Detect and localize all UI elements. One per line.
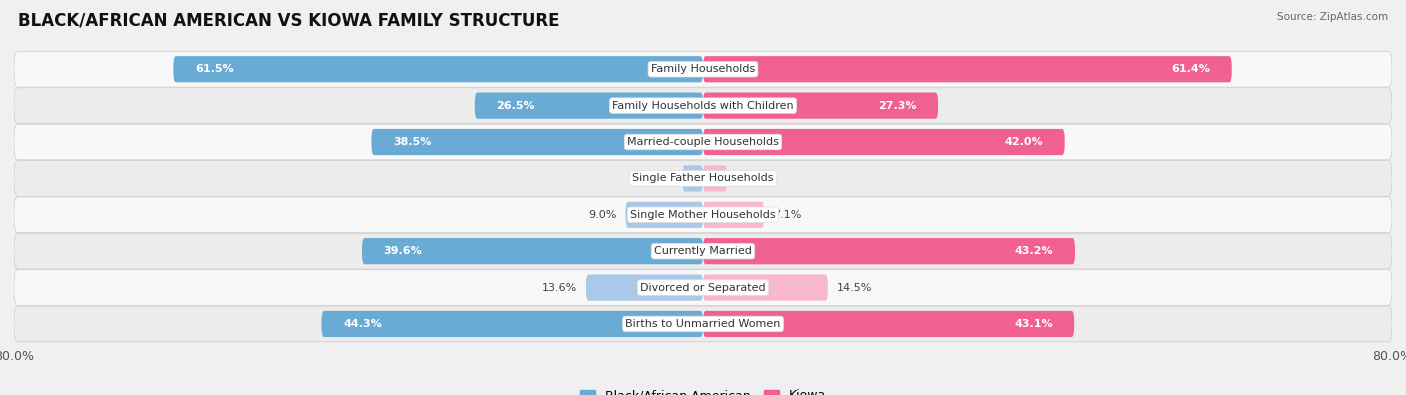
FancyBboxPatch shape [682,165,703,192]
Text: 61.4%: 61.4% [1171,64,1211,74]
FancyBboxPatch shape [14,270,1392,305]
FancyBboxPatch shape [14,306,1392,342]
FancyBboxPatch shape [173,56,703,82]
FancyBboxPatch shape [626,202,703,228]
FancyBboxPatch shape [14,124,1392,160]
Text: 7.1%: 7.1% [773,210,801,220]
Text: 26.5%: 26.5% [496,101,534,111]
FancyBboxPatch shape [14,197,1392,233]
Text: Single Mother Households: Single Mother Households [630,210,776,220]
Text: 43.2%: 43.2% [1015,246,1053,256]
Text: Divorced or Separated: Divorced or Separated [640,282,766,293]
Text: 44.3%: 44.3% [343,319,382,329]
FancyBboxPatch shape [361,238,703,264]
Text: Married-couple Households: Married-couple Households [627,137,779,147]
Text: Births to Unmarried Women: Births to Unmarried Women [626,319,780,329]
FancyBboxPatch shape [703,311,1074,337]
FancyBboxPatch shape [703,129,1064,155]
FancyBboxPatch shape [371,129,703,155]
Text: Single Father Households: Single Father Households [633,173,773,183]
Legend: Black/African American, Kiowa: Black/African American, Kiowa [575,384,831,395]
Text: 42.0%: 42.0% [1004,137,1043,147]
Text: 38.5%: 38.5% [392,137,432,147]
Text: BLACK/AFRICAN AMERICAN VS KIOWA FAMILY STRUCTURE: BLACK/AFRICAN AMERICAN VS KIOWA FAMILY S… [18,12,560,30]
Text: Family Households with Children: Family Households with Children [612,101,794,111]
FancyBboxPatch shape [14,160,1392,196]
Text: Family Households: Family Households [651,64,755,74]
FancyBboxPatch shape [703,165,727,192]
FancyBboxPatch shape [14,233,1392,269]
Text: 43.1%: 43.1% [1014,319,1053,329]
FancyBboxPatch shape [14,88,1392,124]
Text: 2.4%: 2.4% [645,173,673,183]
Text: 27.3%: 27.3% [879,101,917,111]
FancyBboxPatch shape [703,92,938,119]
Text: Currently Married: Currently Married [654,246,752,256]
FancyBboxPatch shape [703,238,1076,264]
FancyBboxPatch shape [475,92,703,119]
Text: Source: ZipAtlas.com: Source: ZipAtlas.com [1277,12,1388,22]
FancyBboxPatch shape [703,202,763,228]
FancyBboxPatch shape [703,56,1232,82]
Text: 61.5%: 61.5% [195,64,233,74]
Text: 9.0%: 9.0% [589,210,617,220]
FancyBboxPatch shape [14,51,1392,87]
Text: 39.6%: 39.6% [384,246,422,256]
FancyBboxPatch shape [703,275,828,301]
Text: 13.6%: 13.6% [543,282,578,293]
Text: 14.5%: 14.5% [837,282,872,293]
FancyBboxPatch shape [322,311,703,337]
Text: 2.8%: 2.8% [735,173,765,183]
FancyBboxPatch shape [586,275,703,301]
